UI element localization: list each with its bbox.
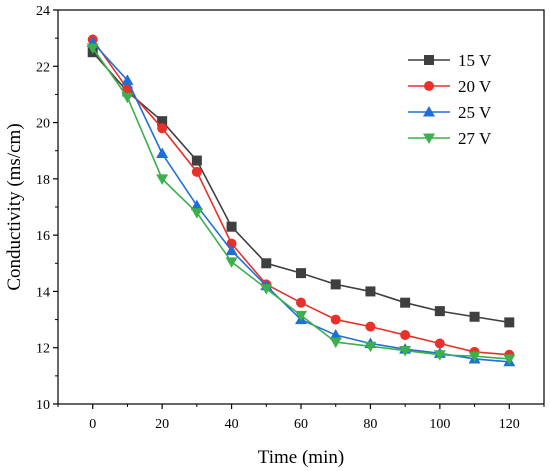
data-point (400, 330, 411, 341)
data-point (329, 337, 342, 349)
y-axis-label: Conductivity (ms/cm) (4, 123, 25, 290)
data-point (226, 221, 237, 232)
legend-marker (424, 55, 434, 65)
series-27v (86, 43, 516, 365)
data-point (296, 268, 306, 279)
data-point (434, 306, 445, 317)
data-point (121, 92, 134, 104)
data-point (157, 123, 168, 134)
data-point (225, 244, 238, 256)
data-point (295, 310, 307, 322)
legend-label: 15 V (458, 51, 492, 70)
legend-marker (423, 106, 435, 117)
data-point (190, 199, 203, 211)
y-tick-label: 16 (36, 229, 50, 244)
x-tick-label: 100 (429, 417, 450, 432)
data-point (330, 314, 341, 325)
y-tick-label: 14 (36, 285, 50, 300)
legend-label: 27 V (458, 129, 492, 148)
data-point (260, 284, 273, 295)
data-point (330, 279, 341, 290)
data-point (329, 329, 342, 340)
data-point (191, 155, 202, 166)
legend-item: 20 V (408, 77, 492, 96)
data-point (225, 257, 238, 268)
legend-item: 15 V (408, 51, 492, 70)
x-tick-label: 20 (155, 417, 169, 432)
data-point (190, 208, 203, 219)
data-point (469, 311, 480, 322)
data-point (86, 43, 99, 54)
x-tick-label: 60 (294, 417, 308, 432)
data-point (504, 317, 515, 328)
data-point (433, 350, 446, 361)
x-tick-label: 0 (89, 417, 96, 432)
series-line (92, 51, 510, 324)
data-point (399, 346, 412, 357)
y-tick-label: 10 (36, 398, 50, 413)
y-tick-label: 20 (36, 117, 50, 132)
data-point (468, 351, 481, 363)
x-tick-label: 40 (225, 417, 239, 432)
data-point (157, 116, 168, 127)
y-tick-label: 22 (36, 60, 50, 75)
data-point (365, 286, 376, 297)
data-point (434, 338, 445, 349)
data-point (121, 74, 134, 85)
legend-marker (424, 81, 434, 91)
data-point (365, 321, 376, 332)
legend-item: 25 V (408, 103, 492, 122)
data-point (364, 341, 377, 353)
y-tick-label: 18 (36, 173, 50, 188)
legend-marker (423, 133, 435, 144)
y-tick-label: 12 (36, 342, 50, 357)
x-tick-label: 80 (363, 417, 377, 432)
legend-label: 25 V (458, 103, 492, 122)
data-point (261, 258, 272, 269)
series-layer (86, 34, 516, 367)
data-point (191, 166, 202, 177)
axes-layer: 0 20 40 60 80 100 120 10 12 14 16 18 20 22 24 (36, 4, 545, 432)
x-axis-label: Time (min) (258, 447, 344, 468)
x-tick-label: 120 (499, 417, 520, 432)
legend: 15 V 20 V 25 V 27 V (408, 51, 492, 148)
series-15v (87, 47, 515, 328)
data-point (296, 297, 306, 308)
data-point (156, 147, 169, 159)
series-20v (87, 34, 515, 360)
data-point (503, 354, 516, 365)
legend-label: 20 V (458, 77, 492, 96)
data-point (400, 297, 411, 308)
legend-item: 27 V (408, 129, 492, 148)
y-tick-label: 24 (36, 4, 50, 19)
data-point (156, 174, 169, 185)
